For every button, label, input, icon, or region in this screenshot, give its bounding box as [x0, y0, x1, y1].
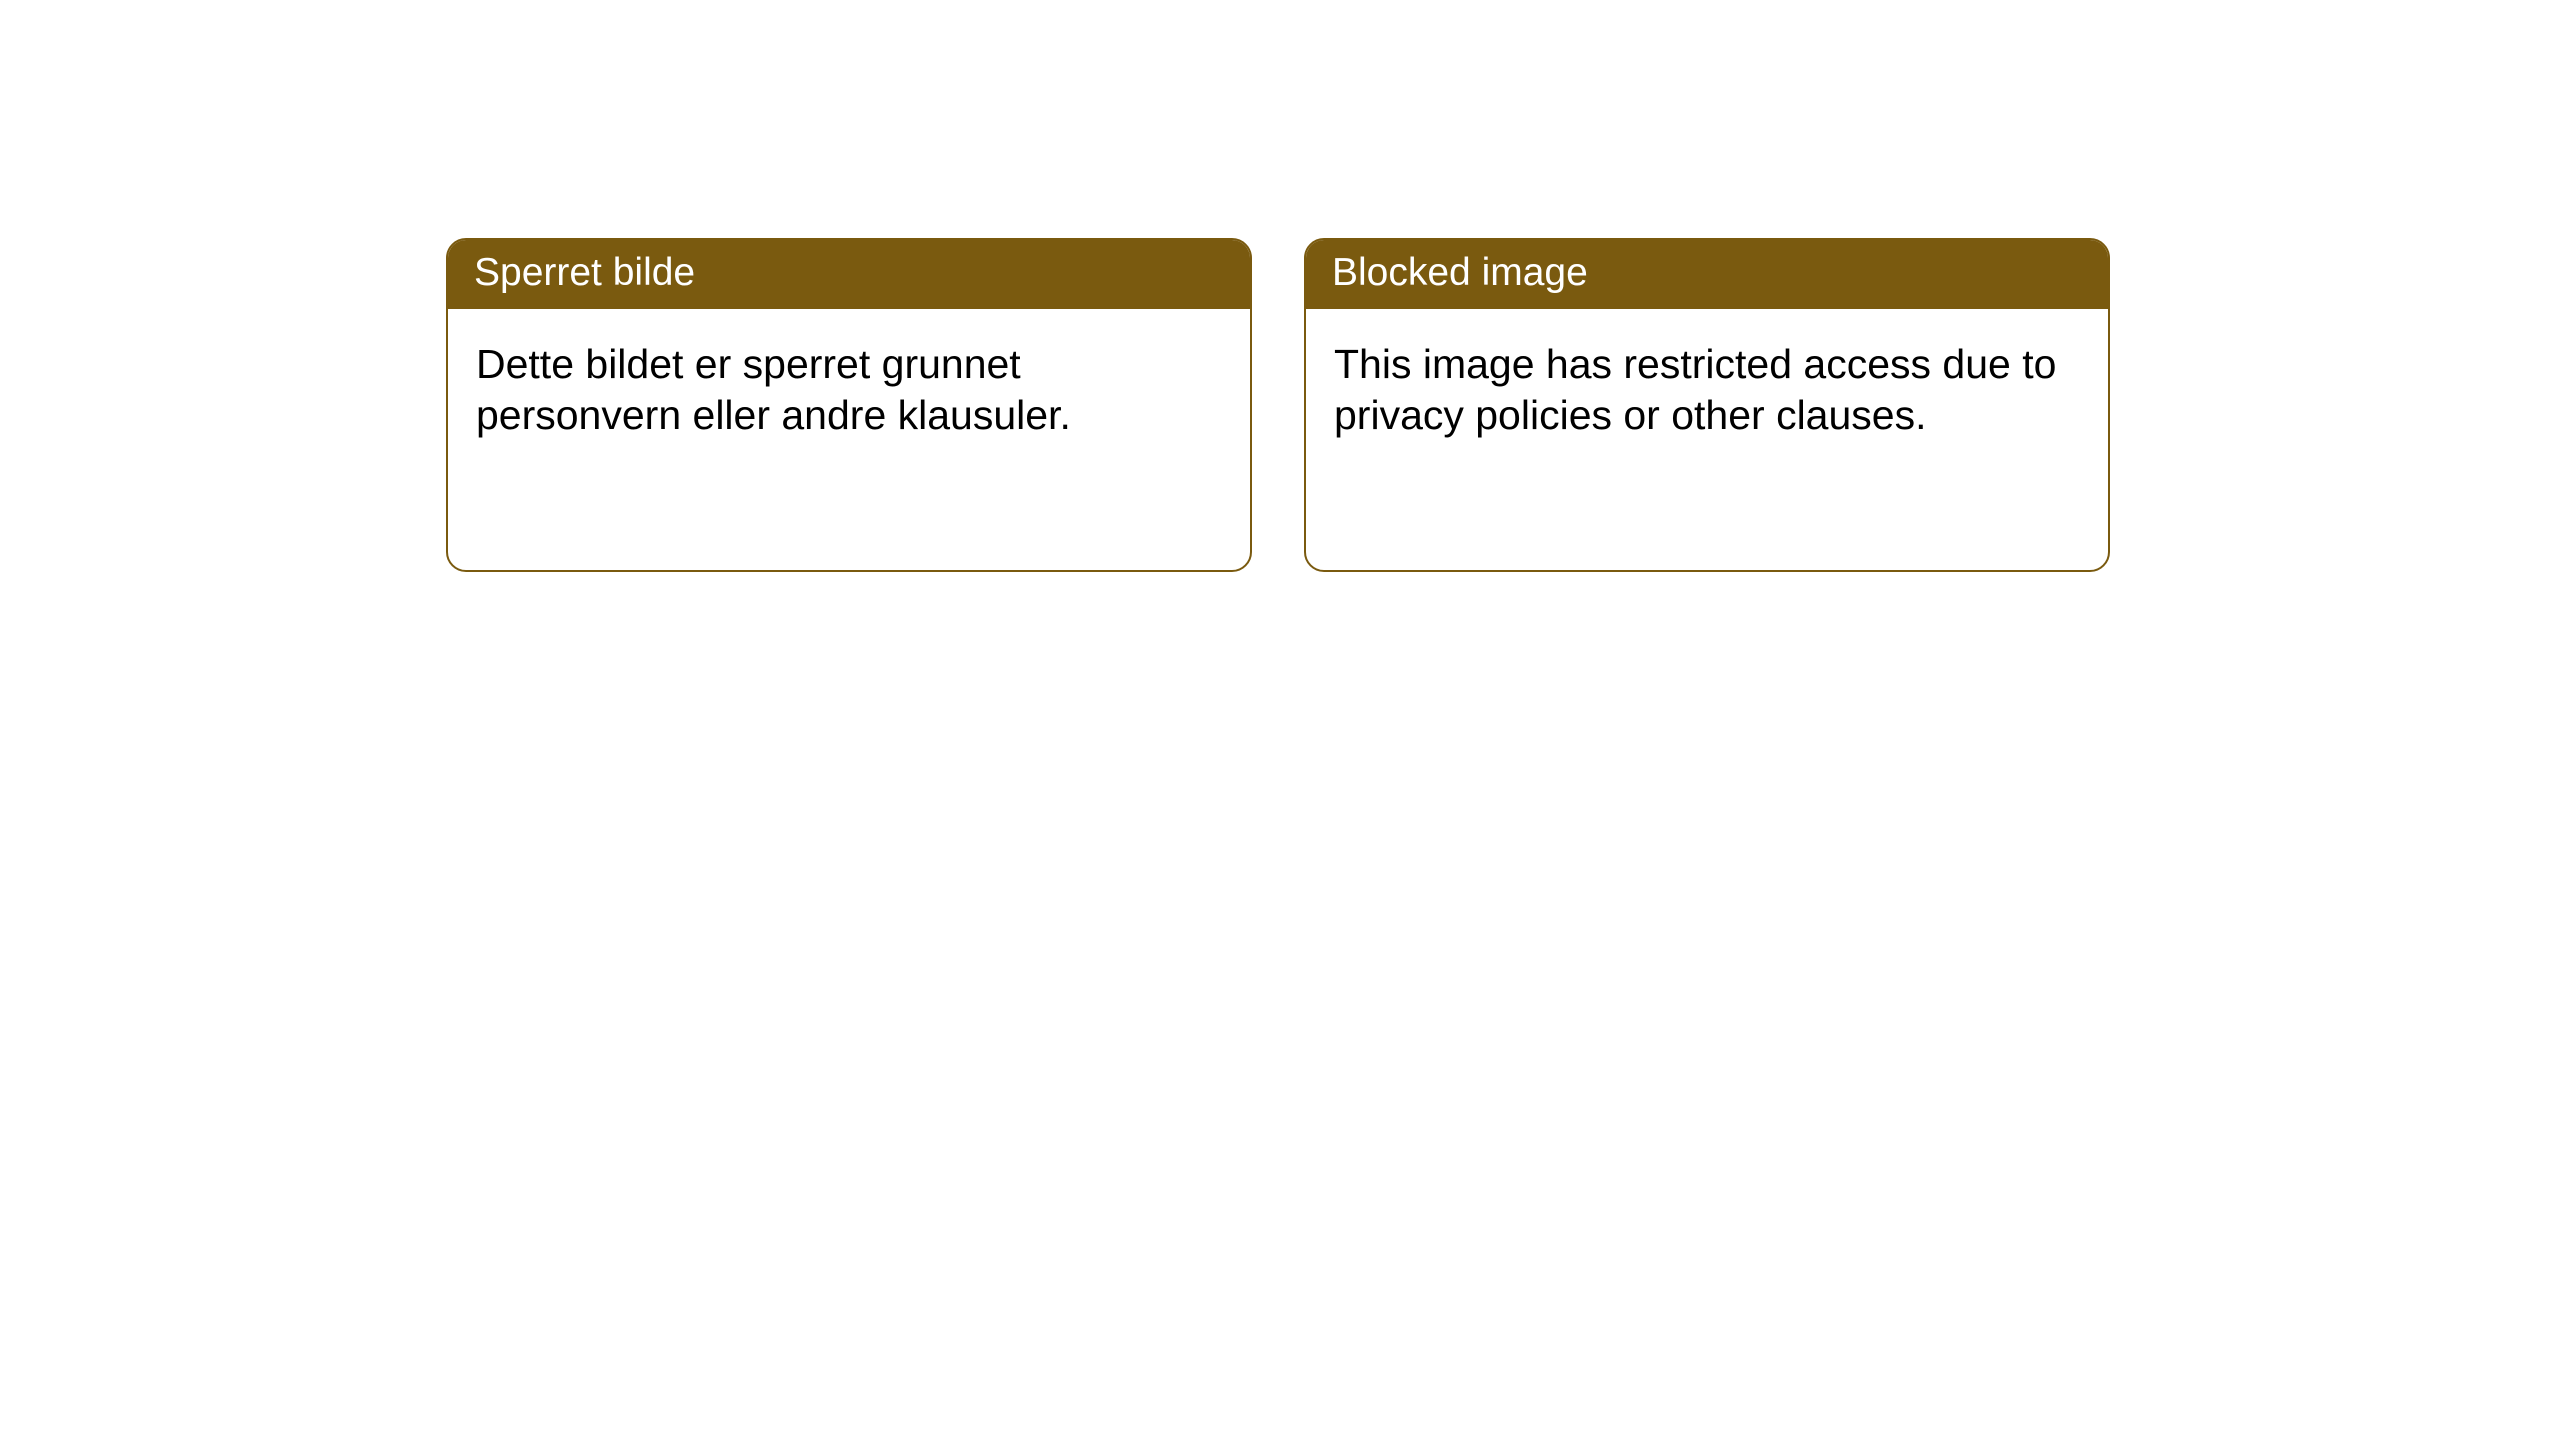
card-body: This image has restricted access due to … [1306, 309, 2108, 472]
card-header: Sperret bilde [448, 240, 1250, 309]
notice-cards-container: Sperret bilde Dette bildet er sperret gr… [0, 0, 2560, 572]
notice-card-norwegian: Sperret bilde Dette bildet er sperret gr… [446, 238, 1252, 572]
card-header: Blocked image [1306, 240, 2108, 309]
card-body: Dette bildet er sperret grunnet personve… [448, 309, 1250, 472]
notice-card-english: Blocked image This image has restricted … [1304, 238, 2110, 572]
